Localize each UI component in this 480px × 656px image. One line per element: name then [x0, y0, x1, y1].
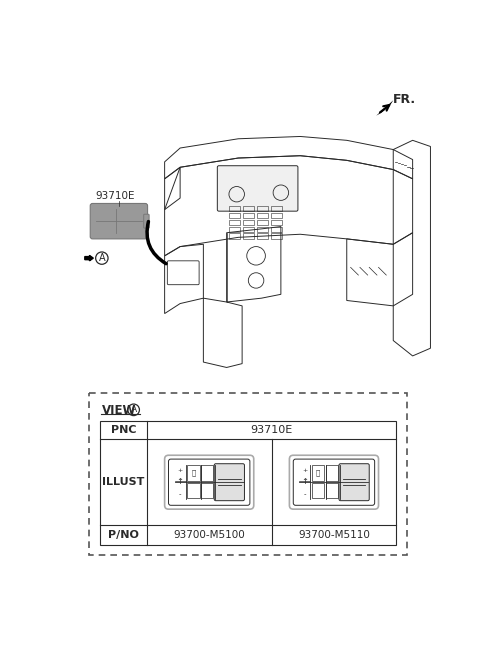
Text: ILLUST: ILLUST: [102, 477, 145, 487]
Polygon shape: [376, 100, 393, 115]
Bar: [271, 206, 282, 211]
Bar: [201, 483, 214, 499]
Bar: [187, 483, 200, 499]
FancyBboxPatch shape: [168, 459, 250, 505]
Bar: [326, 483, 338, 499]
Bar: [89, 393, 407, 554]
Bar: [229, 226, 240, 232]
FancyBboxPatch shape: [293, 459, 375, 505]
Bar: [243, 226, 254, 232]
Text: A: A: [98, 253, 105, 263]
Text: 93710E: 93710E: [95, 191, 134, 201]
Text: VIEW: VIEW: [102, 403, 136, 417]
Bar: [271, 226, 282, 232]
Bar: [229, 206, 240, 211]
Bar: [257, 220, 268, 225]
Text: 93710E: 93710E: [251, 425, 293, 435]
Bar: [243, 220, 254, 225]
Text: A: A: [131, 405, 137, 415]
Text: +: +: [302, 468, 308, 472]
FancyBboxPatch shape: [339, 464, 369, 501]
Text: ↑: ↑: [177, 477, 184, 486]
Bar: [243, 234, 254, 239]
Text: P/NO: P/NO: [108, 530, 139, 541]
FancyBboxPatch shape: [90, 203, 147, 239]
Text: FR.: FR.: [393, 92, 416, 106]
Text: 93700-M5110: 93700-M5110: [298, 530, 370, 541]
FancyBboxPatch shape: [165, 455, 254, 509]
FancyBboxPatch shape: [217, 166, 298, 211]
Bar: [229, 213, 240, 218]
Bar: [243, 213, 254, 218]
Bar: [243, 206, 254, 211]
Bar: [271, 213, 282, 218]
Bar: [257, 234, 268, 239]
Text: -: -: [179, 491, 181, 498]
FancyBboxPatch shape: [144, 215, 149, 228]
Text: 🔒: 🔒: [316, 470, 320, 476]
Text: +: +: [178, 468, 183, 472]
Text: ↑: ↑: [301, 477, 308, 486]
Bar: [100, 420, 396, 545]
Bar: [312, 465, 324, 481]
Bar: [271, 234, 282, 239]
Text: -: -: [304, 491, 306, 498]
Bar: [257, 213, 268, 218]
Bar: [201, 465, 214, 481]
Bar: [271, 220, 282, 225]
Text: 93700-M5100: 93700-M5100: [173, 530, 245, 541]
Text: 🔒: 🔒: [191, 470, 195, 476]
Bar: [229, 220, 240, 225]
Bar: [187, 465, 200, 481]
FancyBboxPatch shape: [289, 455, 379, 509]
FancyArrow shape: [85, 255, 93, 261]
Bar: [257, 226, 268, 232]
FancyBboxPatch shape: [214, 464, 244, 501]
Text: PNC: PNC: [111, 425, 136, 435]
Bar: [326, 465, 338, 481]
Bar: [257, 206, 268, 211]
Bar: [229, 234, 240, 239]
Bar: [312, 483, 324, 499]
